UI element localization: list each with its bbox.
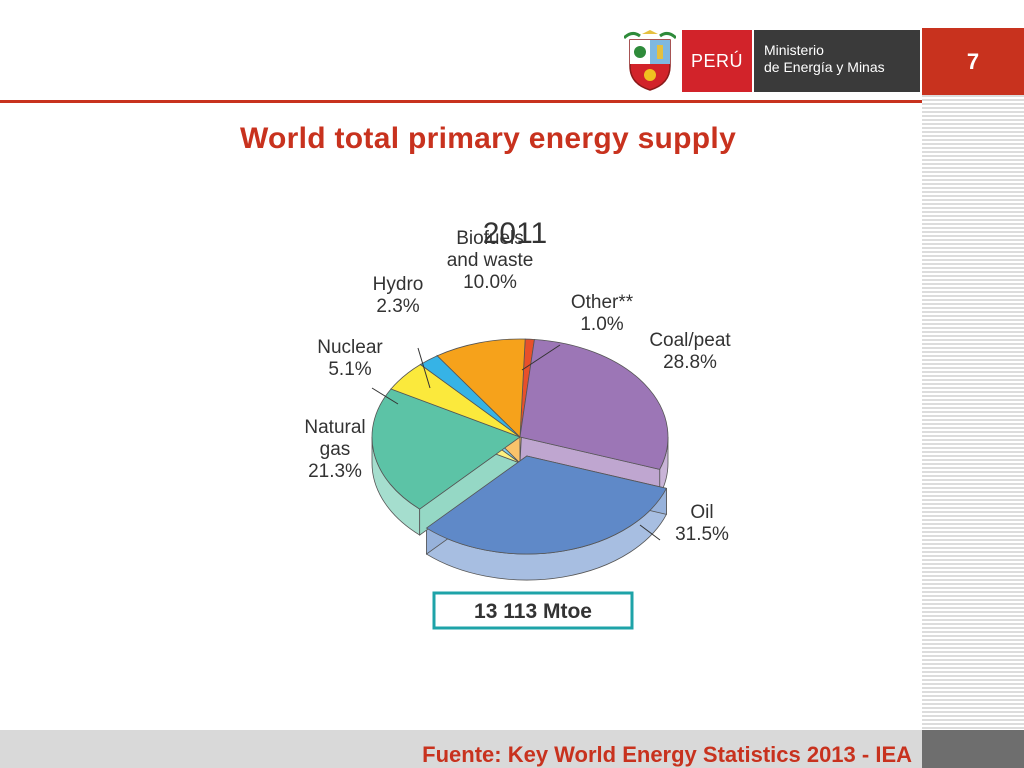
slice-value-label: 1.0% bbox=[580, 314, 623, 335]
total-label: 13 113 Mtoe bbox=[474, 600, 592, 623]
side-stripe-decoration bbox=[922, 95, 1024, 730]
ministry-line-2: de Energía y Minas bbox=[764, 59, 885, 75]
slice-name-label: Hydro bbox=[373, 274, 424, 295]
ministry-line-1: Ministerio bbox=[764, 42, 824, 58]
leader-line-2 bbox=[639, 524, 661, 541]
pie-slice-natural-gas bbox=[371, 388, 521, 510]
header-rule bbox=[0, 100, 922, 103]
chart-title: 2011 bbox=[483, 217, 548, 250]
slice-value-label: 5.1% bbox=[328, 359, 371, 380]
total-box bbox=[432, 591, 634, 630]
slice-name-label: Natural bbox=[304, 417, 365, 438]
page-number: 7 bbox=[922, 28, 1024, 95]
slice-name-label: Oil bbox=[690, 502, 713, 523]
slice-name-label: Biofuels bbox=[456, 228, 524, 249]
slice-name-label: Coal/peat bbox=[649, 330, 731, 351]
pie-slice-coal-peat bbox=[519, 339, 669, 470]
leader-line-0 bbox=[521, 344, 561, 371]
slice-name-label: gas bbox=[320, 439, 351, 460]
leader-line-5 bbox=[417, 347, 431, 389]
footer-corner bbox=[922, 730, 1024, 768]
pie-slice-biofuels-and-waste bbox=[436, 338, 526, 438]
ministry-name: Ministerio de Energía y Minas bbox=[754, 30, 920, 92]
pie-slice-oil bbox=[425, 455, 668, 555]
peru-label: PERÚ bbox=[682, 30, 752, 92]
slice-value-label: 2.3% bbox=[376, 296, 419, 317]
slice-name-label: Nuclear bbox=[317, 337, 383, 358]
footer-source: Fuente: Key World Energy Statistics 2013… bbox=[422, 742, 912, 767]
slice-name-label: Other** bbox=[571, 292, 634, 313]
slide-title: World total primary energy supply bbox=[239, 122, 737, 155]
leader-line-4 bbox=[371, 387, 399, 405]
slice-value-label: 21.3% bbox=[308, 461, 362, 482]
peru-coat-of-arms-icon bbox=[624, 30, 676, 91]
slice-value-label: 10.0% bbox=[463, 272, 517, 293]
slice-value-label: 28.8% bbox=[663, 352, 717, 373]
slice-name-label: and waste bbox=[447, 250, 534, 271]
slice-value-label: 31.5% bbox=[675, 524, 729, 545]
ministry-logo: PERÚ Ministerio de Energía y Minas bbox=[624, 30, 920, 92]
footer-bar bbox=[0, 730, 922, 768]
pie-slices bbox=[371, 338, 669, 581]
